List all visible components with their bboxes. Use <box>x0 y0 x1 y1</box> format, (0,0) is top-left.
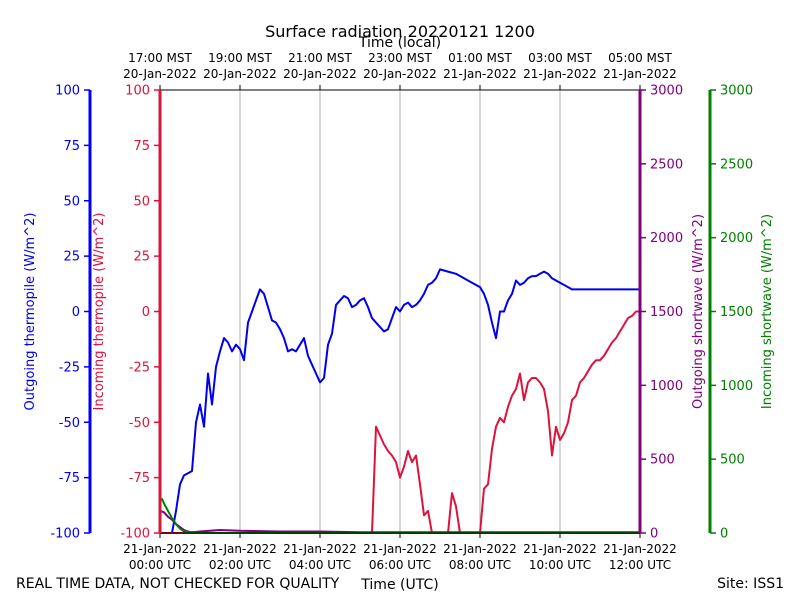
x-tick-label-top-time: 19:00 MST <box>208 51 272 65</box>
x-tick-label-bottom-time: 00:00 UTC <box>129 558 191 572</box>
outgoing-thermopile-tick-label: -75 <box>59 471 80 486</box>
incoming-shortwave-axis-label: Incoming shortwave (W/m^2) <box>760 214 775 409</box>
incoming-shortwave-tick-label: 3000 <box>720 84 753 99</box>
outgoing-shortwave-tick-label: 0 <box>650 527 658 542</box>
incoming-thermopile-tick-label: -100 <box>120 527 150 542</box>
x-axis-bottom-label: Time (UTC) <box>360 577 438 593</box>
outgoing-shortwave-tick-label: 3000 <box>650 84 683 99</box>
x-tick-label-bottom-time: 08:00 UTC <box>449 558 511 572</box>
x-tick-label-top-date: 20-Jan-2022 <box>203 67 277 81</box>
x-tick-label-bottom-time: 06:00 UTC <box>369 558 431 572</box>
outgoing-thermopile-tick-label: -25 <box>59 360 80 375</box>
incoming-thermopile-tick-label: 100 <box>125 84 150 99</box>
x-tick-label-top-time: 01:00 MST <box>448 51 512 65</box>
chart-title: Surface radiation 20220121 1200 <box>265 22 535 41</box>
x-tick-label-bottom-time: 02:00 UTC <box>209 558 271 572</box>
x-tick-label-top-time: 23:00 MST <box>368 51 432 65</box>
x-tick-label-bottom-date: 21-Jan-2022 <box>443 542 517 556</box>
x-tick-label-bottom-time: 10:00 UTC <box>529 558 591 572</box>
incoming-shortwave-tick-label: 1500 <box>720 305 753 320</box>
incoming-shortwave-tick-label: 2500 <box>720 157 753 172</box>
incoming-thermopile-tick-label: -75 <box>129 471 150 486</box>
outgoing-shortwave-tick-label: 1500 <box>650 305 683 320</box>
outgoing-thermopile-tick-label: 25 <box>63 250 80 265</box>
incoming-thermopile-tick-label: 0 <box>142 305 150 320</box>
x-tick-label-top-date: 21-Jan-2022 <box>603 67 677 81</box>
incoming-shortwave-tick-label: 500 <box>720 453 745 468</box>
outgoing-shortwave-tick-label: 1000 <box>650 379 683 394</box>
incoming-thermopile-tick-label: -25 <box>129 360 150 375</box>
outgoing-thermopile-tick-label: 100 <box>55 84 80 99</box>
x-tick-label-bottom-date: 21-Jan-2022 <box>123 542 197 556</box>
x-tick-label-bottom-date: 21-Jan-2022 <box>283 542 357 556</box>
x-tick-label-top-time: 05:00 MST <box>608 51 672 65</box>
series-line-outgoing-thermopile <box>171 268 640 534</box>
x-tick-label-bottom-date: 21-Jan-2022 <box>363 542 437 556</box>
incoming-thermopile-tick-label: 50 <box>133 194 150 209</box>
outgoing-shortwave-axis-label: Outgoing shortwave (W/m^2) <box>691 214 706 409</box>
outgoing-shortwave-tick-label: 2000 <box>650 231 683 246</box>
outgoing-shortwave-tick-label: 500 <box>650 453 675 468</box>
x-tick-label-top-date: 20-Jan-2022 <box>123 67 197 81</box>
incoming-shortwave-tick-label: 0 <box>720 527 728 542</box>
x-tick-label-bottom-time: 04:00 UTC <box>289 558 351 572</box>
x-tick-label-top-date: 20-Jan-2022 <box>363 67 437 81</box>
incoming-thermopile-tick-label: 75 <box>133 139 150 154</box>
x-tick-label-top-time: 17:00 MST <box>128 51 192 65</box>
x-tick-label-top-time: 03:00 MST <box>528 51 592 65</box>
data-series <box>159 268 640 534</box>
incoming-thermopile-axis-label: Incoming thermopile (W/m^2) <box>92 213 107 411</box>
x-tick-label-top-date: 20-Jan-2022 <box>283 67 357 81</box>
incoming-thermopile-tick-label: -50 <box>129 416 150 431</box>
series-line-incoming-thermopile <box>160 310 640 534</box>
outgoing-thermopile-tick-label: -50 <box>59 416 80 431</box>
outgoing-thermopile-axis-label: Outgoing thermopile (W/m^2) <box>23 213 38 411</box>
x-tick-label-bottom-date: 21-Jan-2022 <box>603 542 677 556</box>
outgoing-thermopile-tick-label: 0 <box>72 305 80 320</box>
x-tick-label-top-date: 21-Jan-2022 <box>523 67 597 81</box>
outgoing-thermopile-tick-label: -100 <box>50 527 80 542</box>
incoming-thermopile-tick-label: 25 <box>133 250 150 265</box>
x-tick-label-top-time: 21:00 MST <box>288 51 352 65</box>
site-label: Site: ISS1 <box>717 576 784 592</box>
quality-disclaimer: REAL TIME DATA, NOT CHECKED FOR QUALITY <box>16 576 340 592</box>
x-tick-label-bottom-date: 21-Jan-2022 <box>523 542 597 556</box>
outgoing-thermopile-tick-label: 75 <box>63 139 80 154</box>
x-axis-top-label: Time (local) <box>358 35 441 51</box>
x-tick-label-bottom-date: 21-Jan-2022 <box>203 542 277 556</box>
incoming-shortwave-tick-label: 1000 <box>720 379 753 394</box>
outgoing-thermopile-tick-label: 50 <box>63 194 80 209</box>
x-tick-label-bottom-time: 12:00 UTC <box>609 558 671 572</box>
incoming-shortwave-tick-label: 2000 <box>720 231 753 246</box>
axes: 21-Jan-2022 00:00 UTC 17:00 MST 20-Jan-2022… <box>23 51 775 572</box>
x-tick-label-top-date: 21-Jan-2022 <box>443 67 517 81</box>
outgoing-shortwave-tick-label: 2500 <box>650 157 683 172</box>
